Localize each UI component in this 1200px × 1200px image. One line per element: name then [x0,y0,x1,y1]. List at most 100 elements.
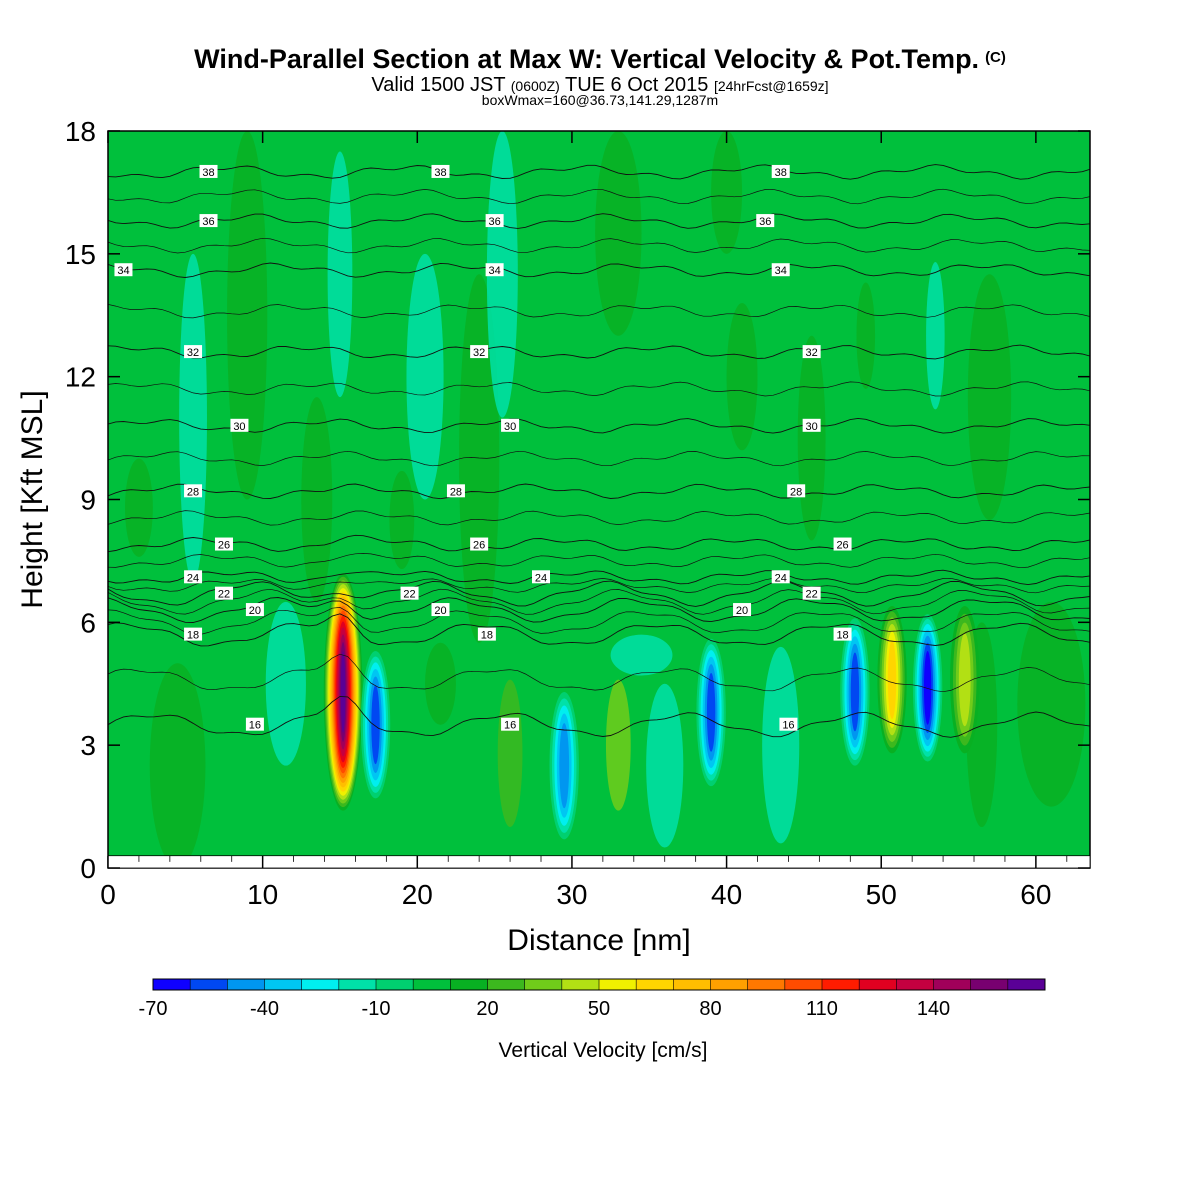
theta-contour-label-text: 28 [790,486,802,498]
theta-contour-label: 32 [470,345,489,359]
theta-contour-label-bg [771,570,790,584]
velocity-streak [967,274,1012,520]
colorbar-segment [636,979,674,990]
theta-contour-label-text: 38 [434,167,446,179]
theta-contour-label-text: 32 [806,347,818,359]
theta-contour-label: 32 [802,345,821,359]
theta-contour-label-bg [756,214,775,228]
theta-contour-label: 28 [446,484,465,498]
colorbar-tick-label: -10 [362,998,391,1020]
colorbar-segment [933,979,972,990]
x-axis-tick-label: 30 [556,879,587,910]
theta-contour-label: 32 [184,345,203,359]
colorbar-tick-label: 80 [699,998,721,1020]
theta-contour-label-bg [485,263,504,277]
theta-contour-label-text: 26 [473,540,485,552]
theta-contour-label-bg [184,627,203,641]
colorbar-segment [859,979,897,990]
theta-contour-line [108,607,1090,635]
theta-contour-label: 36 [485,214,504,228]
theta-contour-label-text: 16 [249,720,261,732]
y-axis-tick-label: 9 [80,485,96,516]
theta-contour-label-text: 16 [782,720,794,732]
theta-contour-line [108,597,1090,623]
theta-contour-label: 30 [501,418,520,433]
colorbar-label: Vertical Velocity [cm/s] [499,1039,708,1062]
velocity-streak [595,131,642,336]
theta-contour-label-bg [733,603,752,617]
colorbar-tick-label: 20 [476,998,498,1020]
y-axis-tick-label: 15 [65,239,96,270]
x-axis-label: Distance [nm] [507,924,690,957]
theta-contour-label: 16 [779,717,798,732]
velocity-streak [125,458,153,557]
theta-contour-label-text: 36 [202,216,214,228]
theta-contour-label-text: 26 [218,540,230,552]
colorbar-segment [338,979,377,990]
theta-contour-line [108,577,1090,594]
theta-contour-line [108,588,1090,615]
velocity-streak [726,302,758,451]
theta-contour-label: 26 [470,537,489,552]
velocity-streak [1017,601,1086,807]
velocity-cell-band [958,633,971,727]
theta-contour-label: 38 [199,164,218,179]
velocity-cell-band [887,640,897,720]
velocity-streak [406,253,444,500]
velocity-streak [265,601,306,766]
theta-contour-label-bg [431,603,450,617]
colorbar-segment [264,979,303,990]
theta-contour-label-text: 34 [117,265,129,277]
colorbar-tick-label: 110 [806,998,838,1020]
theta-contour-label-text: 24 [775,572,787,584]
theta-contour-label-bg [771,263,790,277]
subtitle-forecast: [24hrFcst@1659z] [713,78,829,94]
velocity-streak [227,131,268,500]
x-axis-tick-label: 0 [100,879,116,910]
theta-contour-line [108,450,1090,467]
theta-contour-label: 20 [733,603,752,617]
velocity-cell [323,573,363,811]
theta-contour-label-bg [184,484,203,498]
velocity-streak [926,262,945,410]
colorbar-segment [1007,979,1046,990]
theta-contour-label-text: 30 [806,421,818,433]
theta-contour-label-text: 22 [806,589,818,601]
velocity-cell-band [340,651,346,733]
theta-contour-label-bg [802,345,821,359]
theta-contour-line [108,262,1090,278]
theta-contour-label-text: 32 [473,347,485,359]
velocity-streak [149,663,206,868]
colorbar-segment [450,979,488,990]
theta-contour-label-bg [184,345,203,359]
theta-contours: 16 16 16 18 18 18 20 20 20 22 22 22 24 24 24 26 26 26 28 28… [108,164,1090,738]
velocity-cell-band [923,650,932,725]
chart-box-info: boxWmax=160@36.73,141.29,1287m [481,92,719,108]
theta-contour-label: 38 [431,164,450,179]
colorbar-segment [376,979,414,990]
theta-contour-label-bg [199,214,218,228]
title-copyright: (C) [985,49,1006,66]
theta-contour-line [108,580,1090,607]
velocity-streak [389,470,415,570]
title-main: Wind-Parallel Section at Max W: Vertical… [194,44,980,74]
theta-contour-label-bg [400,586,419,600]
colorbar-segment [822,979,860,990]
theta-contour-label: 24 [771,570,790,584]
theta-contour-label: 34 [771,263,790,277]
theta-contour-label-bg [230,418,249,432]
theta-contour-label-text: 38 [775,167,787,179]
theta-contour-label: 34 [485,263,504,277]
theta-contour-label: 18 [477,627,496,642]
x-axis-tick-label: 40 [711,879,742,910]
velocity-streak [327,151,353,398]
theta-contour-label-text: 26 [836,540,848,552]
theta-contour-label: 24 [532,570,551,584]
theta-contour-label: 20 [245,603,264,617]
x-axis-tick-label: 20 [402,879,433,910]
velocity-streak [605,679,631,811]
velocity-cell [840,618,870,766]
theta-contour-label: 20 [431,603,450,617]
theta-contour-line [108,237,1090,254]
